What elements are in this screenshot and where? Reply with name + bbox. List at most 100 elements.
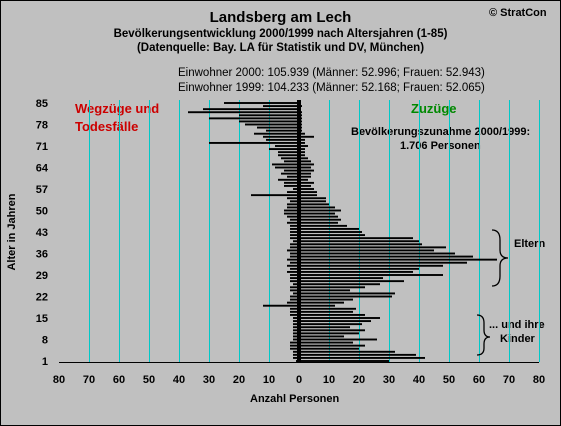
x-tick-label: 30	[383, 374, 395, 386]
bar	[257, 126, 299, 129]
bar	[293, 188, 299, 190]
x-tick-label: 60	[113, 374, 125, 386]
bar	[299, 252, 455, 255]
x-tick-label: 50	[143, 374, 155, 386]
x-tick-label: 40	[173, 374, 185, 386]
bar	[224, 102, 299, 104]
bar	[299, 301, 344, 304]
bar	[287, 258, 299, 261]
bar	[287, 191, 299, 194]
bar	[299, 169, 314, 172]
bar	[263, 105, 299, 108]
bar	[293, 356, 299, 359]
copyright-notice: © StratCon	[489, 7, 547, 19]
bar	[299, 188, 314, 190]
bar	[299, 274, 443, 276]
x-tick-label: 10	[323, 374, 335, 386]
bar	[299, 138, 305, 141]
bar	[278, 178, 299, 181]
bar	[290, 246, 299, 249]
bar	[293, 326, 299, 329]
bar	[299, 304, 335, 307]
x-tick-label: 70	[83, 374, 95, 386]
bar	[278, 151, 299, 154]
y-tick-label: 57	[36, 184, 48, 196]
bar	[299, 234, 365, 237]
bar	[287, 206, 299, 209]
chart-subtitle-1: Bevölkerungsentwicklung 2000/1999 nach A…	[113, 28, 448, 40]
bar	[287, 221, 299, 224]
bar	[287, 175, 299, 178]
bar	[290, 310, 299, 313]
bar	[299, 203, 329, 206]
children-label-line1: ... und ihre	[489, 319, 545, 331]
bar	[290, 227, 299, 230]
bar	[299, 255, 473, 258]
bar	[299, 329, 365, 332]
bar	[284, 181, 299, 184]
bar	[239, 120, 299, 123]
bar	[290, 286, 299, 289]
x-axis-title: Anzahl Personen	[250, 393, 340, 405]
y-tick-label: 71	[36, 141, 48, 153]
bar	[290, 295, 299, 298]
bar	[188, 111, 299, 114]
bar	[272, 163, 299, 166]
bar	[290, 313, 299, 316]
y-tick-label: 15	[36, 313, 48, 325]
bar	[299, 353, 416, 356]
y-tick-label: 1	[42, 356, 48, 368]
bar	[299, 261, 467, 264]
bar	[299, 323, 362, 326]
bar	[299, 298, 353, 301]
bar	[299, 166, 311, 169]
bar	[299, 160, 311, 163]
bar	[290, 234, 299, 237]
bar	[290, 243, 299, 246]
bar	[299, 209, 341, 212]
bar	[209, 117, 299, 120]
bar	[290, 307, 299, 310]
bar	[287, 301, 299, 304]
bar	[299, 163, 314, 166]
zero-axis	[297, 100, 301, 362]
x-tick-label: 70	[503, 374, 515, 386]
bar	[290, 252, 299, 255]
bar	[293, 240, 299, 243]
x-tick-label: 20	[353, 374, 365, 386]
bar	[293, 329, 299, 332]
bar	[299, 221, 338, 224]
x-tick-label: 50	[443, 374, 455, 386]
bar	[263, 304, 299, 307]
bar	[287, 215, 299, 218]
bar	[299, 295, 392, 298]
y-tick-label: 36	[36, 249, 48, 261]
y-tick-label: 22	[36, 292, 48, 304]
bar	[290, 298, 299, 301]
bar	[299, 277, 383, 280]
bar	[299, 191, 317, 194]
bar	[299, 332, 359, 335]
bar	[299, 246, 446, 249]
bar	[299, 197, 326, 200]
bar	[290, 231, 299, 233]
bar	[290, 289, 299, 292]
bar	[203, 108, 299, 111]
bar	[299, 264, 443, 267]
bar	[299, 341, 353, 344]
bar	[290, 277, 299, 280]
bar	[299, 240, 419, 243]
bar	[263, 135, 299, 138]
bar	[299, 347, 359, 350]
increase-label-line2: 1.706 Personen	[400, 140, 481, 152]
parents-brace	[491, 229, 509, 287]
bar	[299, 135, 314, 138]
bar	[299, 286, 365, 289]
bar	[299, 360, 389, 362]
y-tick-label: 85	[36, 98, 48, 110]
outflow-label-line1: Wegzüge und	[75, 101, 160, 116]
bar	[275, 166, 299, 169]
bar	[290, 255, 299, 258]
population-2000: Einwohner 2000: 105.939 (Männer: 52.996;…	[178, 67, 485, 79]
